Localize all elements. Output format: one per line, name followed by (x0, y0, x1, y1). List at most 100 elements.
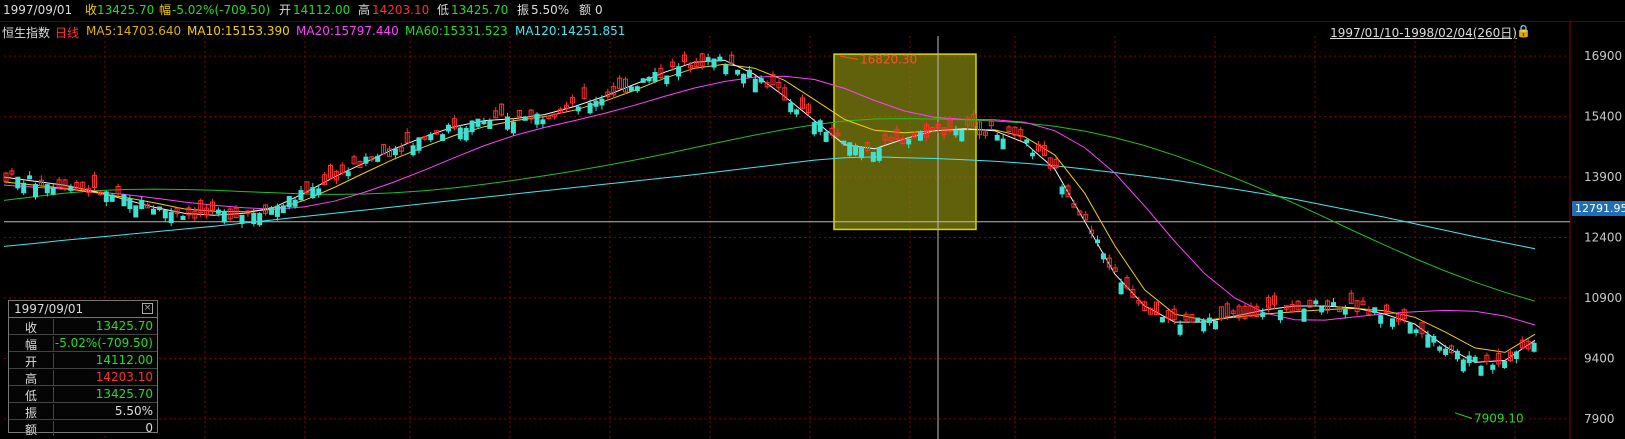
candle-body (741, 73, 746, 84)
candle-body (457, 127, 463, 140)
candle-body (1242, 305, 1248, 319)
candle-body (1254, 305, 1260, 318)
candle-body (1519, 339, 1525, 349)
candle-body (1159, 316, 1165, 323)
candle-body (516, 110, 522, 118)
candle-body (1089, 229, 1095, 235)
candle-body (581, 87, 587, 99)
candle-body (298, 190, 304, 201)
candle-body (1431, 335, 1437, 343)
candle-body (1449, 345, 1454, 354)
candle-body (1513, 351, 1519, 360)
ma5-legend: MA5:14703.640 (86, 24, 182, 38)
candle-body (339, 164, 345, 174)
candle-body (682, 54, 687, 63)
candle-body (1283, 305, 1289, 310)
candle-body (1478, 365, 1484, 376)
candle-body (162, 209, 168, 219)
date-range-label[interactable]: 1997/01/10-1998/02/04(260日) (1330, 26, 1517, 40)
candle-body (27, 175, 33, 180)
period-label[interactable]: 日线 (55, 26, 80, 40)
candle-body (1443, 348, 1449, 355)
candle-body (776, 81, 782, 89)
candle-body (1083, 214, 1089, 221)
candle-body (1395, 313, 1401, 322)
quote-date: 1997/09/01 (3, 3, 73, 17)
candle-body (1189, 314, 1195, 323)
y-tick-label: 10900 (1584, 291, 1622, 305)
candle-body (746, 69, 752, 78)
candle-body (900, 138, 906, 145)
candle-body (558, 108, 564, 114)
candle-body (758, 77, 764, 83)
candle-body (705, 57, 711, 62)
candle-body (1224, 303, 1230, 317)
candle-body (375, 155, 381, 162)
info-row: 幅 -5.02%(-709.50) (9, 335, 157, 352)
y-tick-label: 7900 (1584, 412, 1615, 426)
close-icon[interactable]: × (142, 303, 153, 314)
ma20-line (3, 75, 1536, 326)
candle-body (923, 124, 929, 138)
candle-body (823, 132, 829, 142)
bar-info-panel: 1997/09/01 × 收 13425.70 幅 -5.02%(-709.50) 开 1… (8, 300, 158, 437)
candle-body (687, 64, 693, 69)
candle-body (1508, 351, 1513, 362)
candle-body (1024, 139, 1030, 144)
candle-body (1325, 300, 1331, 311)
candle-body (1454, 350, 1460, 360)
candle-body (1095, 239, 1100, 244)
candle-body (245, 210, 251, 215)
candle-body (764, 82, 770, 88)
info-row-key: 收 (9, 319, 54, 335)
y-tick-label: 12400 (1584, 231, 1622, 245)
candle-body (1419, 322, 1425, 335)
candle-body (1136, 300, 1142, 304)
candle-body (1213, 320, 1218, 330)
candle-body (56, 179, 62, 188)
candle-body (841, 140, 847, 145)
candle-body (929, 126, 935, 131)
candle-body (947, 119, 953, 132)
candle-body (1201, 319, 1207, 332)
info-panel-title: 1997/09/01 × (9, 301, 157, 318)
candle-body (982, 131, 988, 136)
candle-body (1006, 126, 1012, 132)
info-row-value: 5.50% (114, 404, 153, 418)
candle-body (369, 156, 375, 161)
candle-body (121, 194, 127, 207)
candle-body (717, 56, 723, 62)
close-label: 收 (85, 3, 98, 17)
candle-body (611, 86, 617, 96)
info-row-key: 幅 (9, 336, 54, 352)
candle-body (623, 78, 628, 93)
candle-body (1065, 185, 1071, 198)
candle-body (1525, 340, 1531, 350)
candle-body (280, 205, 286, 214)
info-row-key: 低 (9, 387, 54, 403)
candle-body (1071, 203, 1077, 208)
candle-body (522, 116, 528, 121)
amp-value: 5.50% (531, 3, 570, 17)
ma10-legend: MA10:15153.390 (187, 24, 290, 38)
ma120-line (3, 156, 1536, 250)
info-row: 振 5.50% (9, 403, 157, 420)
lock-icon[interactable]: 🔒 (1516, 24, 1531, 38)
candle-body (1059, 186, 1065, 195)
candle-body (475, 118, 481, 127)
candle-body (599, 98, 605, 106)
candle-body (1366, 309, 1372, 315)
candle-body (451, 118, 457, 129)
candle-body (357, 161, 363, 169)
candle-body (446, 124, 451, 132)
y-tick-label: 16900 (1584, 49, 1622, 63)
info-row-value: -5.02%(-709.50) (54, 336, 153, 350)
min-pointer (1454, 412, 1473, 419)
candle-body (398, 146, 404, 152)
index-name: 恒生指数 (2, 26, 51, 40)
candle-body (534, 113, 540, 125)
candle-body (215, 209, 221, 214)
candle-body (227, 208, 233, 220)
candle-body (1207, 317, 1213, 323)
